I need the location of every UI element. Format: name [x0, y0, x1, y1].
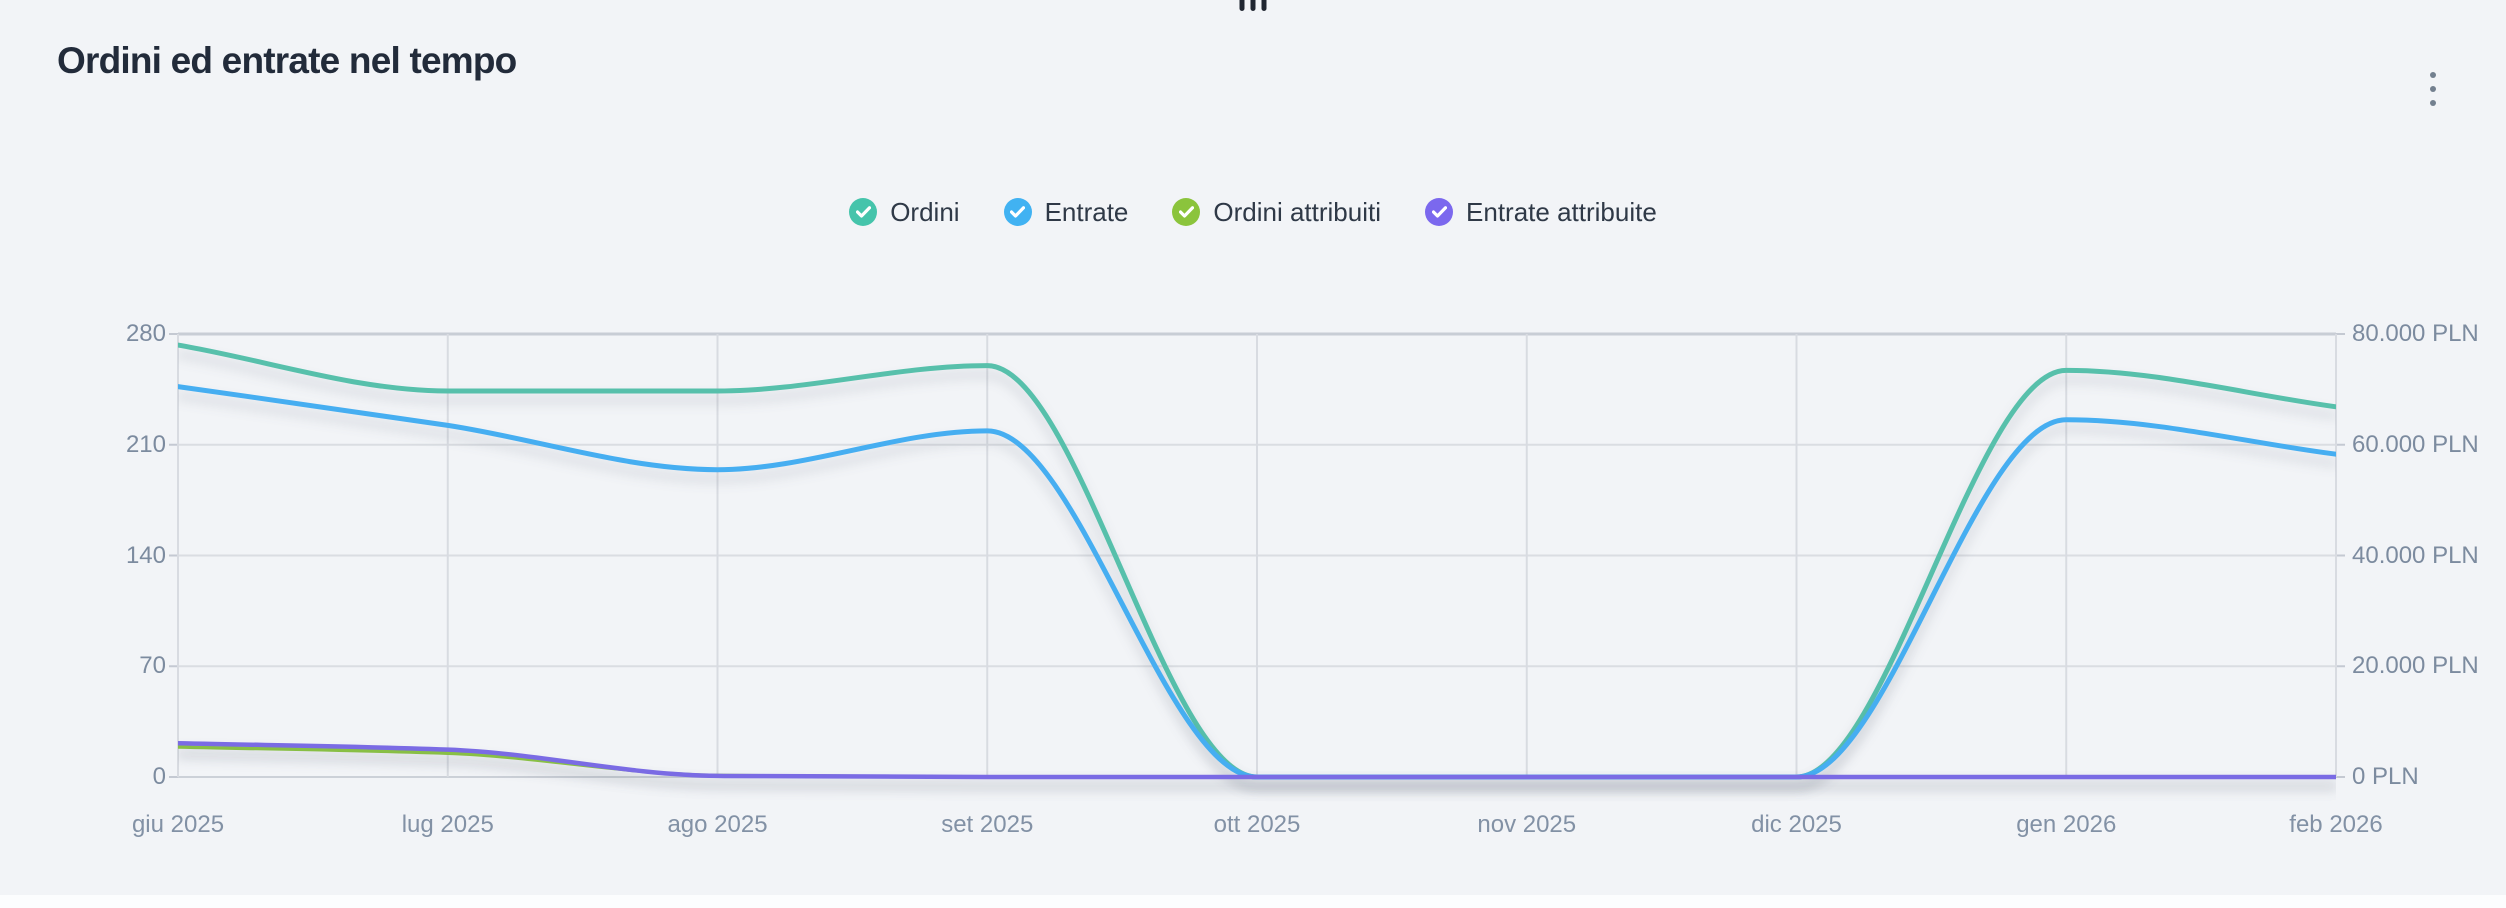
y-axis-label-right: 60.000 PLN — [2352, 430, 2479, 458]
x-axis-label: ago 2025 — [667, 811, 768, 838]
legend-check-icon — [1003, 198, 1032, 226]
legend-label: Ordini attribuiti — [1213, 197, 1382, 227]
x-axis-label: giu 2025 — [131, 811, 225, 838]
kebab-menu-button[interactable] — [2410, 64, 2456, 114]
y-axis-label-left: 210 — [125, 430, 166, 458]
kebab-dot — [2430, 72, 2436, 78]
drag-handle-icon[interactable] — [1239, 0, 1267, 11]
legend-check-icon — [1172, 198, 1201, 226]
x-axis-label: ott 2025 — [1213, 811, 1301, 838]
x-axis-label: gen 2026 — [2016, 811, 2117, 838]
y-axis-label-right: 0 PLN — [2352, 763, 2419, 790]
y-axis-label-left: 70 — [139, 652, 166, 680]
legend-label: Ordini — [890, 197, 960, 227]
legend-item-entrate[interactable]: Entrate — [1003, 197, 1129, 227]
legend-item-entrate-attribuite[interactable]: Entrate attribuite — [1425, 198, 1657, 226]
y-axis-label-right: 20.000 PLN — [2352, 652, 2479, 680]
x-axis-label: feb 2026 — [2289, 811, 2383, 838]
card-bottom-edge — [0, 895, 2506, 908]
legend-check-icon — [1425, 198, 1454, 226]
legend-label: Entrate attribuite — [1466, 197, 1657, 227]
y-axis-label-right: 40.000 PLN — [2352, 541, 2479, 569]
y-axis-label-left: 140 — [125, 541, 166, 569]
chart-legend: Ordini Entrate Ordini attribuiti Entrate at… — [0, 198, 2506, 226]
series-line-entrate-attribuite — [178, 740, 2336, 780]
x-axis-label: nov 2025 — [1477, 811, 1577, 838]
widget-title: Ordini ed entrate nel tempo — [57, 40, 517, 81]
x-axis-label: lug 2025 — [401, 811, 494, 838]
y-axis-label-left: 280 — [125, 320, 166, 347]
legend-item-ordini-attribuiti[interactable]: Ordini attribuiti — [1172, 198, 1381, 226]
legend-label: Entrate — [1044, 197, 1129, 227]
kebab-dot — [2430, 86, 2436, 92]
x-axis-label: set 2025 — [941, 811, 1034, 838]
legend-check-icon — [849, 198, 878, 226]
legend-item-ordini[interactable]: Ordini — [849, 197, 960, 227]
x-axis-label: dic 2025 — [1751, 811, 1842, 838]
kebab-dot — [2430, 100, 2436, 106]
y-axis-label-left: 0 — [152, 763, 166, 790]
y-axis-label-right: 80.000 PLN — [2352, 320, 2479, 347]
